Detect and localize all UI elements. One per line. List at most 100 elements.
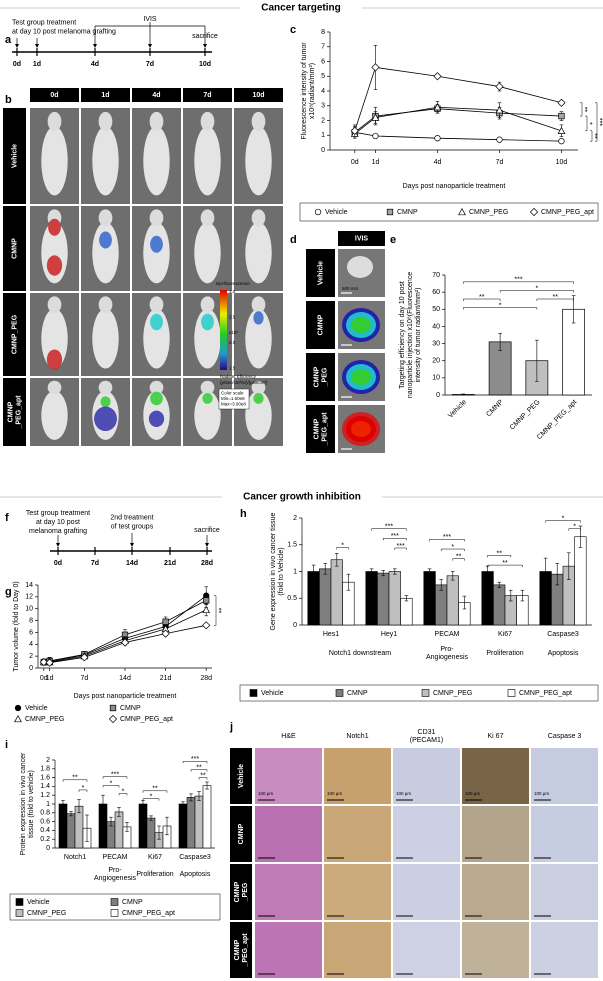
significance: * [573, 524, 576, 531]
mouse-head [149, 111, 164, 132]
mouse-head [149, 209, 164, 227]
column-label: 0d [50, 92, 58, 99]
mouse-head [200, 296, 215, 313]
column-label: 10d [252, 92, 264, 99]
mouse-head [98, 209, 113, 227]
tissue-image [462, 922, 529, 978]
column-label-line: Caspase 3 [548, 733, 582, 740]
group-label-line: Angiogenesis [426, 654, 469, 661]
row-label-line: CMNP [313, 418, 320, 439]
colorbar-scale: Color scale Min=1.50e8 Max=3.00e8 [221, 391, 246, 407]
row-label-line: CMNP [238, 823, 245, 844]
row-label: Vehicle [317, 261, 324, 285]
row-label-line: Vehicle [11, 144, 18, 168]
y-tick-label: 1 [321, 132, 325, 139]
error-bar [149, 815, 153, 821]
y-tick-label: 14 [25, 582, 33, 589]
colorbar [220, 290, 227, 370]
panel-label: i [5, 739, 8, 751]
row-label-line: Vehicle [238, 764, 245, 788]
marker [120, 638, 130, 647]
column-header [234, 88, 283, 102]
bar [66, 813, 76, 849]
row-header [230, 806, 252, 862]
mouse-head [47, 296, 62, 313]
x-tick-label: PECAM [103, 854, 128, 861]
panel-label: c [290, 24, 296, 36]
column-label-line: H&E [281, 733, 296, 740]
legend-label: Vehicle [261, 690, 284, 697]
significance: * [150, 794, 153, 801]
signal [150, 391, 163, 406]
error-bar [497, 581, 501, 588]
tissue-image [531, 806, 598, 862]
significance: * [562, 516, 565, 523]
significance-bracket [463, 307, 538, 310]
row-label: CMNP_PEG_apt [234, 933, 249, 968]
timeline-text: sacrifice [194, 527, 220, 534]
tumor-core [351, 369, 371, 385]
colorbar-title: Epi-fluorescence [216, 281, 250, 286]
mouse-body [245, 390, 272, 440]
significance: * [586, 122, 593, 125]
error-bar [498, 332, 502, 351]
marker [495, 106, 504, 114]
bar [58, 803, 68, 849]
x-tick-label: Vehicle [447, 399, 468, 420]
signal [99, 231, 112, 249]
significance: ** [591, 133, 598, 139]
legend-label: CMNP_PEG_apt [519, 690, 572, 697]
x-tick-label: CMNP [485, 399, 505, 419]
mouse-body [194, 308, 221, 369]
mouse-head [47, 380, 62, 395]
legend-swatch [15, 909, 24, 917]
x-axis-label: Days post nanoparticle treatment [74, 693, 177, 700]
tissue-image [462, 806, 529, 862]
legend-label: CMNP_PEG_apt [122, 910, 175, 917]
mouse-head [98, 296, 113, 313]
bar [307, 571, 320, 626]
significance-bracket [452, 558, 465, 561]
bar [178, 803, 188, 849]
legend-label: CMNP [122, 899, 143, 906]
significance: * [110, 780, 113, 787]
mouse-body [92, 308, 119, 369]
marker [202, 621, 211, 630]
significance: *** [514, 277, 522, 284]
row-header [3, 108, 26, 204]
group-label: Proliferation [486, 650, 523, 657]
timeline-text-line: melanoma grafting [29, 528, 87, 535]
arrow-head [203, 44, 207, 48]
legend-label: CMNP_PEG_apt [541, 209, 594, 216]
group-label-line: Pro- [440, 646, 454, 653]
x-tick-label: CMNP_PEG_apt [536, 399, 578, 441]
error-bar [323, 563, 327, 575]
y-tick-label: 4 [29, 641, 33, 648]
timeline-text: sacrifice [192, 33, 218, 40]
signal [46, 349, 63, 370]
legend-label: Vehicle [27, 899, 50, 906]
significance-bracket [429, 539, 465, 542]
significance-bracket [585, 115, 588, 132]
legend-label: CMNP_PEG [25, 716, 64, 723]
error-bar [109, 816, 113, 827]
bar [202, 785, 212, 849]
scale-label: 100 µm [534, 791, 549, 796]
y-tick-label: 6 [29, 629, 33, 636]
legend-label: CMNP_PEG [27, 910, 66, 917]
legend-marker [386, 208, 394, 216]
error-bar [439, 579, 443, 591]
tissue-image [393, 748, 460, 804]
error-bar [369, 568, 374, 575]
row-header [230, 864, 252, 920]
tissue-image [255, 748, 322, 804]
group-label: Apoptosis [548, 650, 579, 657]
error-bar [189, 793, 193, 802]
scale-label: 100 µm [327, 791, 342, 796]
tissue-image [531, 748, 598, 804]
y-tick-label: 0 [46, 845, 50, 852]
marker [557, 98, 566, 107]
y-tick-label: 1.4 [40, 783, 50, 790]
mouse-head [251, 296, 266, 313]
